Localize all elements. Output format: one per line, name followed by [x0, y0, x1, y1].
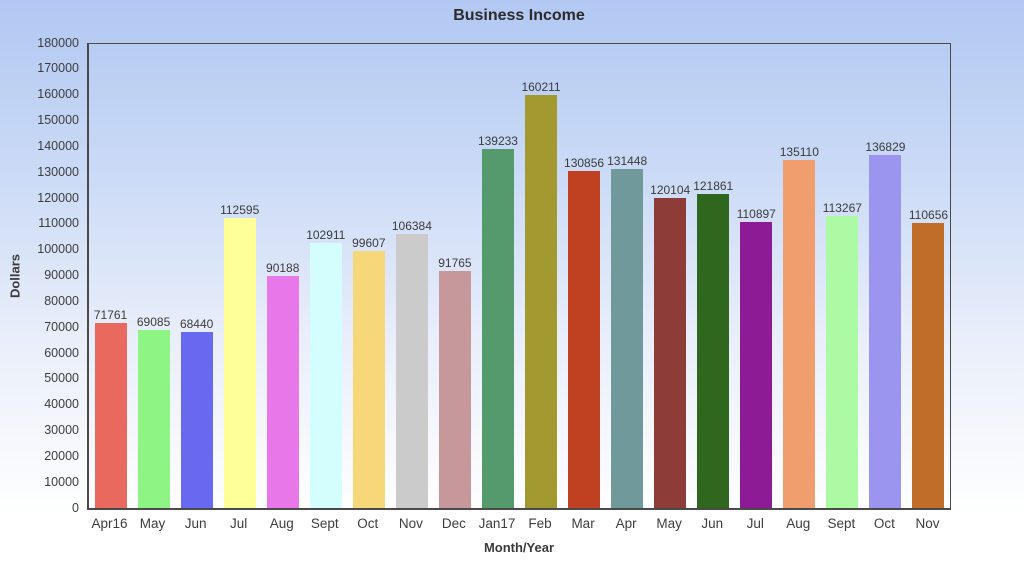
bar-value-label: 71761	[93, 308, 128, 322]
bar-Aug-4	[266, 276, 299, 508]
x-axis-title: Month/Year	[483, 540, 555, 555]
bar-Jul-15	[740, 222, 773, 508]
y-tick-label: 100000	[37, 242, 79, 257]
x-tick-label: Sept	[827, 516, 856, 531]
x-tick-label: Aug	[786, 516, 811, 531]
y-tick-label: 170000	[37, 61, 79, 76]
y-tick-label: 180000	[37, 35, 79, 50]
bar-value-label: 99607	[352, 236, 386, 250]
x-tick-label: Nov	[915, 516, 940, 531]
x-tick-label: Oct	[357, 516, 379, 531]
bar-value-label: 136829	[865, 140, 906, 154]
bar-value-label: 102911	[306, 228, 346, 242]
y-tick-label: 70000	[44, 319, 79, 334]
bar-Sept-17	[826, 216, 859, 508]
bar-value-label: 90188	[266, 261, 300, 275]
x-tick-label: May	[656, 516, 682, 531]
bar-Aug-16	[783, 160, 816, 508]
y-tick-label: 140000	[37, 138, 79, 153]
y-tick-label: 120000	[37, 190, 79, 205]
bar-Nov-19	[912, 223, 945, 508]
bar-Apr16-0	[94, 323, 127, 508]
bar-value-label: 120104	[650, 183, 691, 197]
bar-Apr-12	[611, 169, 644, 508]
bar-value-label: 110656	[908, 208, 949, 222]
bar-Jun-2	[180, 332, 213, 508]
x-tick-label: Apr	[615, 516, 637, 531]
bar-Oct-6	[352, 251, 385, 508]
bar-value-label: 69085	[136, 315, 171, 329]
y-tick-label: 60000	[44, 345, 79, 360]
x-tick-label: Nov	[398, 516, 423, 531]
x-tick-label: May	[139, 516, 166, 531]
bar-value-label: 130856	[564, 156, 605, 170]
x-tick-label: Mar	[571, 516, 595, 531]
y-tick-label: 110000	[38, 216, 79, 231]
y-tick-label: 80000	[44, 293, 79, 308]
y-tick-label: 10000	[44, 474, 79, 489]
bar-Nov-7	[395, 234, 428, 508]
bar-value-label: 112595	[220, 203, 260, 217]
x-tick-label: Aug	[269, 516, 294, 531]
bar-value-label: 110897	[736, 207, 776, 221]
bar-value-label: 106384	[391, 219, 432, 233]
bar-Dec-8	[438, 271, 471, 508]
bar-value-label: 68440	[179, 317, 214, 331]
bar-value-label: 135110	[779, 145, 819, 159]
x-tick-label: Oct	[873, 516, 895, 531]
bar-May-13	[654, 198, 687, 508]
bar-Jul-3	[223, 218, 256, 508]
bar-value-label: 139233	[477, 134, 518, 148]
x-axis-tick-labels: Apr16 May Jun Jul Aug Sept Oct Nov Dec Jan17 Feb Ma…	[88, 515, 951, 535]
bar-value-label: 91765	[438, 256, 472, 270]
bars-container: 71761 69085 68440 112595 90188 102911 99607 106…	[89, 44, 950, 508]
x-tick-label: Jun	[701, 516, 724, 531]
y-tick-label: 50000	[44, 371, 79, 386]
y-tick-label: 0	[72, 500, 79, 515]
bar-value-label: 113267	[822, 201, 862, 215]
chart-plot-area: 71761 69085 68440 112595 90188 102911 99607 106…	[87, 43, 951, 510]
y-tick-label: 20000	[44, 448, 79, 463]
bar-May-1	[137, 330, 170, 508]
y-tick-label: 130000	[37, 164, 79, 179]
x-tick-label: Jul	[230, 516, 248, 531]
y-tick-label: 30000	[44, 423, 79, 437]
bar-Feb-10	[525, 95, 558, 508]
y-axis-tick-labels: 180000 170000 160000 150000 140000 130000 1200…	[0, 36, 79, 515]
bar-Sept-5	[309, 243, 342, 508]
y-tick-label: 160000	[37, 87, 79, 102]
x-tick-label: Jun	[184, 516, 207, 531]
x-tick-label: Jan17	[478, 516, 516, 531]
bar-Jan17-9	[481, 149, 514, 508]
x-tick-label: Jul	[746, 516, 764, 531]
x-tick-label: Dec	[441, 516, 466, 531]
x-tick-label: Feb	[528, 516, 552, 531]
bar-value-label: 160211	[521, 80, 561, 94]
y-tick-label: 150000	[37, 113, 79, 127]
bar-Oct-18	[869, 155, 902, 508]
bar-Jun-14	[697, 194, 730, 508]
y-tick-label: 90000	[44, 268, 79, 282]
y-tick-label: 40000	[44, 397, 79, 412]
x-tick-label: Sept	[310, 516, 339, 531]
x-tick-label: Apr16	[91, 516, 128, 531]
bar-Mar-11	[568, 171, 601, 508]
bar-value-label: 121861	[693, 179, 734, 193]
chart-title: Business Income	[453, 7, 585, 24]
bar-value-label: 131448	[607, 154, 648, 168]
